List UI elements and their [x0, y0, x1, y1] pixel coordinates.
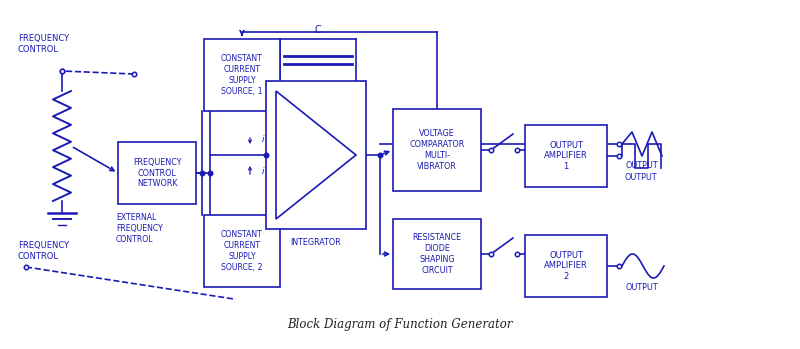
Bar [266, 81, 366, 229]
Text: FREQUENCY
CONTROL: FREQUENCY CONTROL [18, 34, 69, 54]
Bar [118, 142, 196, 204]
Text: OUTPUT: OUTPUT [626, 283, 658, 292]
Text: CONSTANT
CURRENT
SUPPLY
SOURCE, 1: CONSTANT CURRENT SUPPLY SOURCE, 1 [221, 54, 263, 96]
Text: i: i [262, 134, 264, 143]
Text: i: i [262, 166, 264, 176]
Bar [525, 125, 607, 187]
Text: RESISTANCE
DIODE
SHAPING
CIRCUIT: RESISTANCE DIODE SHAPING CIRCUIT [413, 233, 462, 275]
Text: VOLTAGE
COMPARATOR
MULTI-
VIBRATOR: VOLTAGE COMPARATOR MULTI- VIBRATOR [410, 129, 465, 171]
Text: Block Diagram of Function Generator: Block Diagram of Function Generator [287, 318, 513, 331]
Text: OUTPUT
AMPLIFIER
1: OUTPUT AMPLIFIER 1 [544, 141, 588, 171]
Text: FREQUENCY
CONTROL
NETWORK: FREQUENCY CONTROL NETWORK [133, 158, 182, 188]
Text: CONSTANT
CURRENT
SUPPLY
SOURCE, 2: CONSTANT CURRENT SUPPLY SOURCE, 2 [221, 230, 263, 272]
Bar [204, 39, 280, 111]
Text: OUTPUT: OUTPUT [626, 161, 658, 170]
Text: OUTPUT: OUTPUT [625, 173, 658, 182]
Bar [393, 109, 481, 191]
Text: OUTPUT
AMPLIFIER
2: OUTPUT AMPLIFIER 2 [544, 251, 588, 281]
Text: C: C [314, 25, 322, 35]
Text: INTEGRATOR: INTEGRATOR [290, 238, 342, 247]
Bar [204, 215, 280, 287]
Text: FREQUENCY
CONTROL: FREQUENCY CONTROL [18, 241, 69, 261]
Bar [525, 235, 607, 297]
Bar [393, 219, 481, 289]
Text: EXTERNAL
FREQUENCY
CONTROL: EXTERNAL FREQUENCY CONTROL [116, 213, 163, 244]
